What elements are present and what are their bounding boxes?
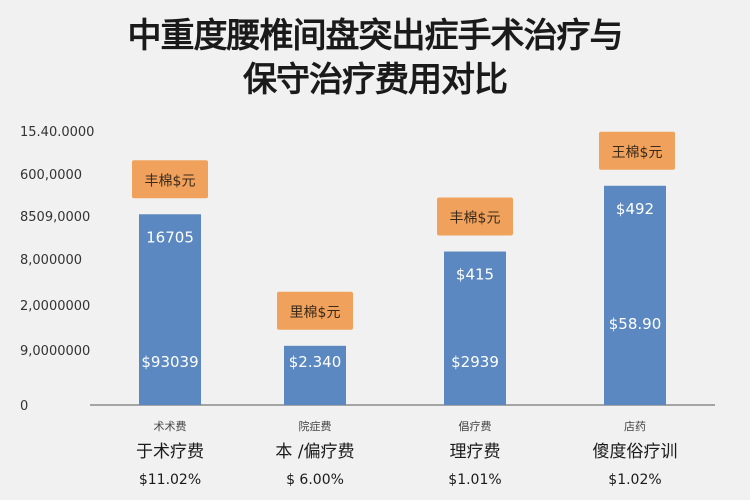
callout-label: 丰棉$元 bbox=[450, 210, 501, 227]
bar-bottom-label: $2.340 bbox=[289, 353, 342, 371]
y-tick-label: 9,0000000 bbox=[20, 344, 90, 359]
chart-title-line-2: 保守治疗费用对比 bbox=[243, 60, 508, 100]
callout-box bbox=[599, 131, 675, 170]
category-label: 本 /偏疗费 bbox=[275, 442, 354, 462]
callout-label: 丰棉$元 bbox=[145, 172, 196, 189]
bar-top-label: $415 bbox=[456, 266, 494, 284]
callout-box bbox=[277, 291, 353, 330]
bar bbox=[284, 345, 346, 405]
chart-title-line-1: 中重度腰椎间盘突出症手术治疗与 bbox=[127, 16, 624, 56]
category-label: 于术疗费 bbox=[136, 442, 204, 462]
bar-mid-label: $58.90 bbox=[609, 315, 662, 333]
callout-label: 里棉$元 bbox=[290, 304, 341, 321]
bar bbox=[139, 214, 201, 405]
y-tick-label: 0 bbox=[20, 399, 28, 414]
category-label: 傻度俗疗训 bbox=[593, 442, 678, 462]
bar-bottom-label: $93039 bbox=[141, 353, 198, 371]
callout-box bbox=[437, 197, 513, 236]
bar-top-label: $492 bbox=[616, 200, 654, 218]
category-small-label: 术术费 bbox=[154, 420, 187, 433]
percent-label: $ 6.00% bbox=[286, 472, 344, 488]
category-small-label: 店药 bbox=[624, 419, 646, 433]
percent-label: $11.02% bbox=[139, 472, 201, 488]
bar bbox=[444, 251, 506, 405]
bar-top-label: 16705 bbox=[146, 228, 194, 246]
callout-box bbox=[132, 160, 208, 199]
y-tick-label: 2,0000000 bbox=[20, 299, 90, 314]
bar-bottom-label: $2939 bbox=[451, 353, 499, 371]
category-small-label: 倡疗费 bbox=[459, 419, 492, 433]
y-tick-label: 8509,0000 bbox=[20, 210, 90, 225]
category-label: 理疗费 bbox=[450, 442, 501, 462]
y-tick-label: 15.40.0000 bbox=[20, 125, 94, 140]
category-small-label: 院症费 bbox=[299, 419, 332, 433]
y-tick-label: 8,000000 bbox=[20, 253, 82, 268]
percent-label: $1.01% bbox=[448, 472, 501, 488]
y-tick-label: 600,0000 bbox=[20, 168, 82, 183]
percent-label: $1.02% bbox=[608, 472, 661, 488]
callout-label: 王棉$元 bbox=[612, 144, 663, 161]
bar bbox=[604, 185, 666, 405]
